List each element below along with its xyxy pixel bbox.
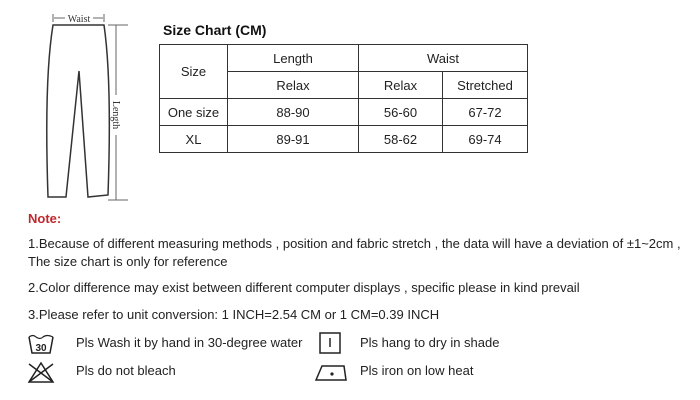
length-header: Length [227,44,359,72]
note-line: 2.Color difference may exist between dif… [28,280,580,295]
pants-outline [46,24,111,198]
pants-diagram: Waist Length [46,14,128,201]
care-text: Pls do not bleach [76,363,176,378]
hang-dry-shade-icon [319,332,341,354]
note-line: The size chart is only for reference [28,254,228,269]
sub-header: Relax [358,71,443,99]
cell: XL [159,125,228,153]
svg-text:30: 30 [35,343,47,354]
note-line: 3.Please refer to unit conversion: 1 INC… [28,307,440,322]
waist-header: Waist [358,44,528,72]
sub-header: Stretched [442,71,528,99]
cell: One size [159,98,228,126]
note-label: Note: [28,211,62,226]
care-text: Pls iron on low heat [360,363,474,378]
cell: 67-72 [442,98,528,126]
table-row: XL 89-91 58-62 69-74 [159,125,528,153]
care-text: Pls Wash it by hand in 30-degree water [76,335,303,350]
no-bleach-icon [27,361,55,383]
waist-label: Waist [68,14,91,25]
cell: 69-74 [442,125,528,153]
iron-low-heat-icon [314,365,347,381]
cell: 88-90 [227,98,359,126]
table-row: One size 88-90 56-60 67-72 [159,98,528,126]
size-chart-title: Size Chart (CM) [163,22,267,38]
cell: 56-60 [358,98,443,126]
care-text: Pls hang to dry in shade [360,335,500,350]
note-line: 1.Because of different measuring methods… [28,236,681,251]
cell: 58-62 [358,125,443,153]
length-label: Length [110,101,121,129]
size-header: Size [159,44,228,99]
cell: 89-91 [227,125,359,153]
sub-header: Relax [227,71,359,99]
hand-wash-30-icon: 30 [28,334,54,354]
size-table: Size Length Waist Relax Relax Stretched … [159,44,528,153]
